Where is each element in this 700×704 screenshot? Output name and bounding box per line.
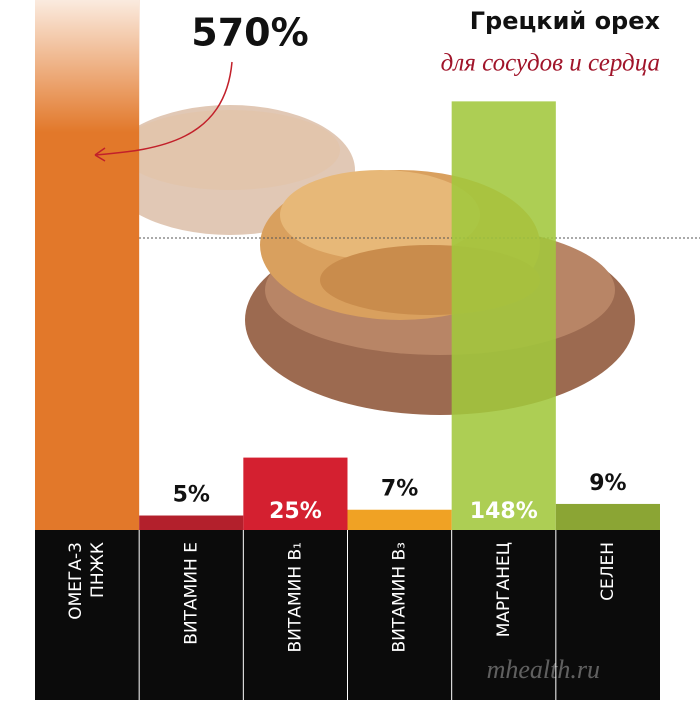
- x-tick-label: СЕЛЕН: [598, 542, 618, 601]
- x-tick-label: ОМЕГА-3 ПНЖК: [66, 542, 108, 620]
- value-label: 5%: [173, 483, 210, 508]
- x-tick-label: ВИТАМИН В₁: [285, 542, 305, 652]
- bar-fade: [35, 0, 139, 530]
- x-tick-label: МАРГАНЕЦ: [494, 542, 514, 637]
- value-label: 9%: [589, 471, 626, 496]
- bar: [347, 509, 452, 530]
- bar: [243, 457, 348, 530]
- x-tick-label: ВИТАМИН E: [181, 542, 201, 645]
- value-label: 25%: [269, 499, 322, 524]
- arrow-head: [94, 147, 106, 162]
- value-label: 7%: [381, 477, 418, 502]
- watermark: mhealth.ru: [487, 655, 600, 684]
- chart-title: Грецкий орех: [470, 7, 661, 35]
- chart-subtitle: для сосудов и сердца: [441, 50, 660, 77]
- value-label: 148%: [470, 499, 538, 524]
- bar: [555, 503, 660, 530]
- x-tick-label: ВИТАМИН В₃: [390, 542, 410, 652]
- arrow: [94, 61, 233, 156]
- bar: [139, 515, 244, 530]
- value-label: 570%: [191, 11, 308, 55]
- bar: [451, 101, 556, 530]
